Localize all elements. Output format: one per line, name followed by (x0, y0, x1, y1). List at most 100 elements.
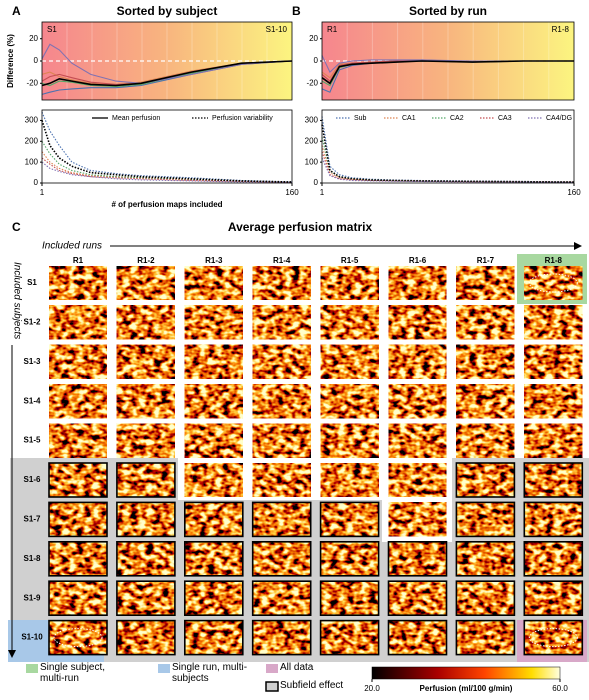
perfusion-map (388, 305, 447, 340)
y-tick-label: 300 (25, 116, 39, 125)
series-line (41, 60, 293, 87)
column-label: R1-3 (205, 256, 223, 265)
perfusion-map (524, 344, 583, 379)
plot-frame (41, 21, 293, 101)
series-line (321, 116, 575, 183)
subfield-outline (319, 540, 380, 577)
row-label: S1-10 (21, 633, 43, 642)
perfusion-map (49, 344, 107, 379)
series-line (321, 124, 575, 183)
colorbar-label: Perfusion (ml/100 g/min) (420, 684, 513, 693)
perfusion-map (524, 384, 583, 419)
perfusion-map (116, 581, 175, 616)
perfusion-map (388, 463, 447, 497)
perfusion-map (116, 620, 175, 655)
perfusion-map (252, 305, 311, 340)
subfield-outline (455, 462, 516, 498)
subfield-outline (116, 462, 176, 498)
plot-frame (321, 109, 575, 184)
perfusion-map (116, 344, 175, 379)
row-label: S1-8 (24, 554, 41, 563)
perfusion-map (184, 620, 243, 655)
band-label: R1-8 (552, 25, 570, 34)
band-label: R1 (327, 25, 338, 34)
series-line (41, 111, 293, 183)
subfield-outline (387, 580, 448, 617)
band-label: S1 (47, 25, 57, 34)
column-label: R1-4 (273, 256, 291, 265)
perfusion-map (184, 581, 243, 616)
legend-swatch (158, 664, 170, 673)
column-label: R1 (73, 256, 84, 265)
perfusion-map (456, 266, 515, 300)
perfusion-map (320, 266, 379, 300)
subfield-outline (455, 619, 516, 656)
chart-title: Sorted by subject (117, 4, 218, 18)
perfusion-map (184, 344, 243, 379)
subfield-outline (251, 540, 312, 577)
subfield-outline (251, 501, 312, 538)
subfield-contour (528, 273, 578, 293)
perfusion-map (388, 620, 447, 655)
subfield-outline (523, 540, 584, 577)
column-label: R1-6 (409, 256, 427, 265)
legend-label: Mean perfusion (112, 115, 160, 122)
colorbar (371, 666, 561, 680)
y-tick-label: 100 (305, 157, 319, 166)
subfield-outline (387, 619, 448, 656)
y-tick-label: -20 (306, 78, 318, 87)
legend-item: Single run, multi-subjects (172, 662, 248, 684)
subfield-outline (455, 501, 516, 538)
legend-swatch (26, 664, 38, 673)
perfusion-map (524, 541, 583, 576)
perfusion-map (320, 305, 379, 340)
y-tick-label: 0 (34, 178, 39, 187)
legend-item: All data (280, 662, 314, 673)
subfield-outline (455, 540, 516, 577)
legend-label: Perfusion variability (212, 115, 273, 122)
subfield-contour (528, 628, 578, 648)
series-line (41, 141, 293, 183)
matrix-title: Average perfusion matrix (228, 220, 373, 234)
perfusion-map (184, 305, 243, 340)
perfusion-map (116, 541, 175, 576)
perfusion-map (388, 502, 447, 537)
perfusion-map (456, 581, 515, 616)
series-line (41, 157, 293, 183)
subfield-outline (523, 580, 584, 617)
perfusion-map (116, 305, 175, 340)
y-tick-label: 100 (25, 157, 39, 166)
perfusion-map (252, 344, 311, 379)
perfusion-map (320, 463, 379, 497)
legend-swatch (265, 681, 279, 692)
perfusion-map (524, 620, 583, 655)
row-label: S1-3 (24, 357, 41, 366)
perfusion-map (184, 384, 243, 419)
subfield-outline (48, 540, 108, 577)
perfusion-map (524, 423, 583, 458)
perfusion-map (456, 384, 515, 419)
perfusion-map (49, 384, 107, 419)
perfusion-map (320, 384, 379, 419)
perfusion-map (49, 463, 107, 497)
perfusion-map (320, 541, 379, 576)
colorbar-tick-label: 60.0 (552, 684, 568, 693)
x-tick-label: 1 (320, 188, 325, 197)
plot-frame (321, 21, 575, 101)
subfield-outline (116, 540, 176, 577)
perfusion-map (524, 502, 583, 537)
perfusion-map (456, 423, 515, 458)
series-line (321, 157, 575, 183)
legend-label: CA3 (498, 115, 512, 122)
legend-label: CA2 (450, 115, 464, 122)
subfield-outline (48, 462, 108, 498)
perfusion-map (320, 502, 379, 537)
perfusion-map (184, 502, 243, 537)
x-tick-label: 1 (40, 188, 45, 197)
y-axis-label: Included subjects (11, 262, 22, 339)
perfusion-map (388, 266, 447, 300)
subfield-outline (319, 580, 380, 617)
perfusion-map (252, 581, 311, 616)
row-label: S1-4 (24, 396, 41, 405)
legend-label: CA4/DG (546, 115, 572, 122)
